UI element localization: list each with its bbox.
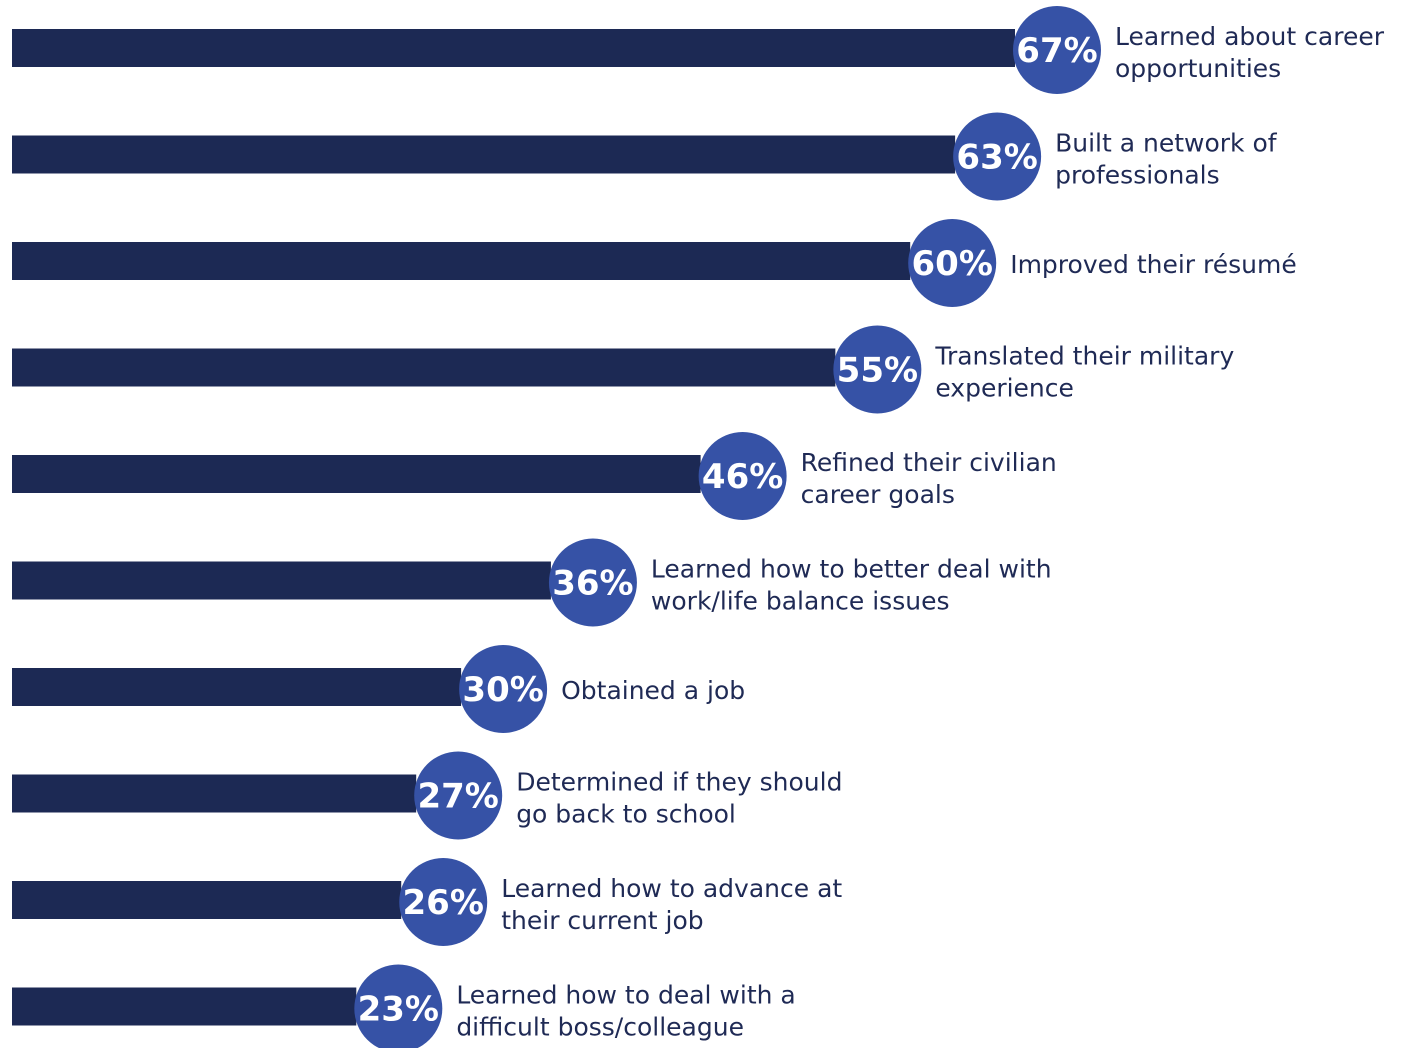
bar bbox=[12, 135, 956, 174]
category-label-line: Built a network of bbox=[1055, 129, 1278, 158]
bar-row: 55% Translated their military experience bbox=[12, 325, 1234, 414]
category-label-line: opportunities bbox=[1115, 54, 1281, 83]
data-label: 30% bbox=[462, 670, 543, 710]
category-label-line: work/life balance issues bbox=[651, 587, 950, 616]
bar bbox=[12, 348, 836, 387]
category-label-line: go back to school bbox=[516, 800, 736, 829]
bar bbox=[12, 987, 357, 1026]
value-badge bbox=[833, 325, 922, 414]
bar bbox=[12, 668, 462, 706]
bar-row: 30% Obtained a job bbox=[12, 645, 745, 733]
bar-row: 46% Refined their civilian career goals bbox=[12, 432, 1057, 520]
category-label-line: Improved their résumé bbox=[1010, 250, 1297, 279]
category-label-line: Learned how to better deal with bbox=[651, 555, 1052, 584]
bar-row: 26% Learned how to advance at their curren… bbox=[12, 858, 842, 946]
value-badge bbox=[459, 645, 548, 733]
value-badge bbox=[399, 858, 488, 946]
bar bbox=[12, 881, 402, 919]
value-badge bbox=[1013, 6, 1101, 94]
category-label: Learned about career opportunities bbox=[1115, 22, 1385, 83]
bar-row: 60% Improved their résumé bbox=[12, 219, 1297, 307]
bar bbox=[12, 242, 911, 280]
category-label-line: Obtained a job bbox=[561, 676, 745, 705]
data-label: 63% bbox=[956, 138, 1037, 178]
bar-row: 23% Learned how to deal with a difficult b… bbox=[12, 964, 796, 1048]
category-label: Determined if they should go back to scho… bbox=[516, 768, 842, 829]
value-badge bbox=[414, 751, 503, 840]
bar bbox=[12, 774, 417, 813]
data-label: 23% bbox=[358, 990, 439, 1030]
category-label: Obtained a job bbox=[561, 676, 745, 705]
category-label-line: their current job bbox=[501, 906, 703, 935]
value-badge bbox=[908, 219, 997, 307]
data-label: 67% bbox=[1016, 31, 1097, 71]
category-label-line: career goals bbox=[801, 480, 955, 509]
bar bbox=[12, 561, 551, 600]
bar bbox=[12, 455, 701, 493]
category-label: Built a network of professionals bbox=[1055, 129, 1278, 190]
category-label-line: Learned how to deal with a bbox=[456, 981, 795, 1010]
data-label: 26% bbox=[403, 883, 484, 923]
category-label: Refined their civilian career goals bbox=[801, 448, 1057, 509]
data-label: 27% bbox=[417, 777, 498, 817]
category-label-line: professionals bbox=[1055, 161, 1220, 190]
category-label-line: Refined their civilian bbox=[801, 448, 1057, 477]
bar-row: 67% Learned about career opportunities bbox=[12, 6, 1385, 94]
category-label-line: Determined if they should bbox=[516, 768, 842, 797]
category-label: Learned how to deal with a difficult boss… bbox=[456, 981, 795, 1042]
category-label-line: Translated their military bbox=[934, 342, 1234, 371]
category-label: Learned how to better deal with work/life… bbox=[651, 555, 1052, 616]
value-badge bbox=[953, 112, 1042, 201]
category-label-line: difficult boss/colleague bbox=[456, 1013, 744, 1042]
bar-row: 27% Determined if they should go back to s… bbox=[12, 751, 842, 840]
category-label-line: experience bbox=[935, 374, 1074, 403]
value-badge bbox=[548, 538, 637, 627]
category-label: Improved their résumé bbox=[1010, 250, 1297, 279]
data-label: 36% bbox=[552, 564, 633, 604]
value-badge bbox=[354, 964, 443, 1048]
bar bbox=[12, 29, 1015, 67]
category-label-line: Learned how to advance at bbox=[501, 874, 842, 903]
value-badge bbox=[698, 432, 787, 520]
category-label: Translated their military experience bbox=[934, 342, 1234, 403]
category-label: Learned how to advance at their current j… bbox=[501, 874, 842, 935]
data-label: 60% bbox=[912, 244, 993, 284]
category-label-line: Learned about career bbox=[1115, 22, 1385, 51]
data-label: 46% bbox=[702, 457, 783, 497]
data-label: 55% bbox=[837, 351, 918, 391]
bar-row: 36% Learned how to better deal with work/l… bbox=[12, 538, 1052, 627]
bar-row: 63% Built a network of professionals bbox=[12, 112, 1278, 201]
